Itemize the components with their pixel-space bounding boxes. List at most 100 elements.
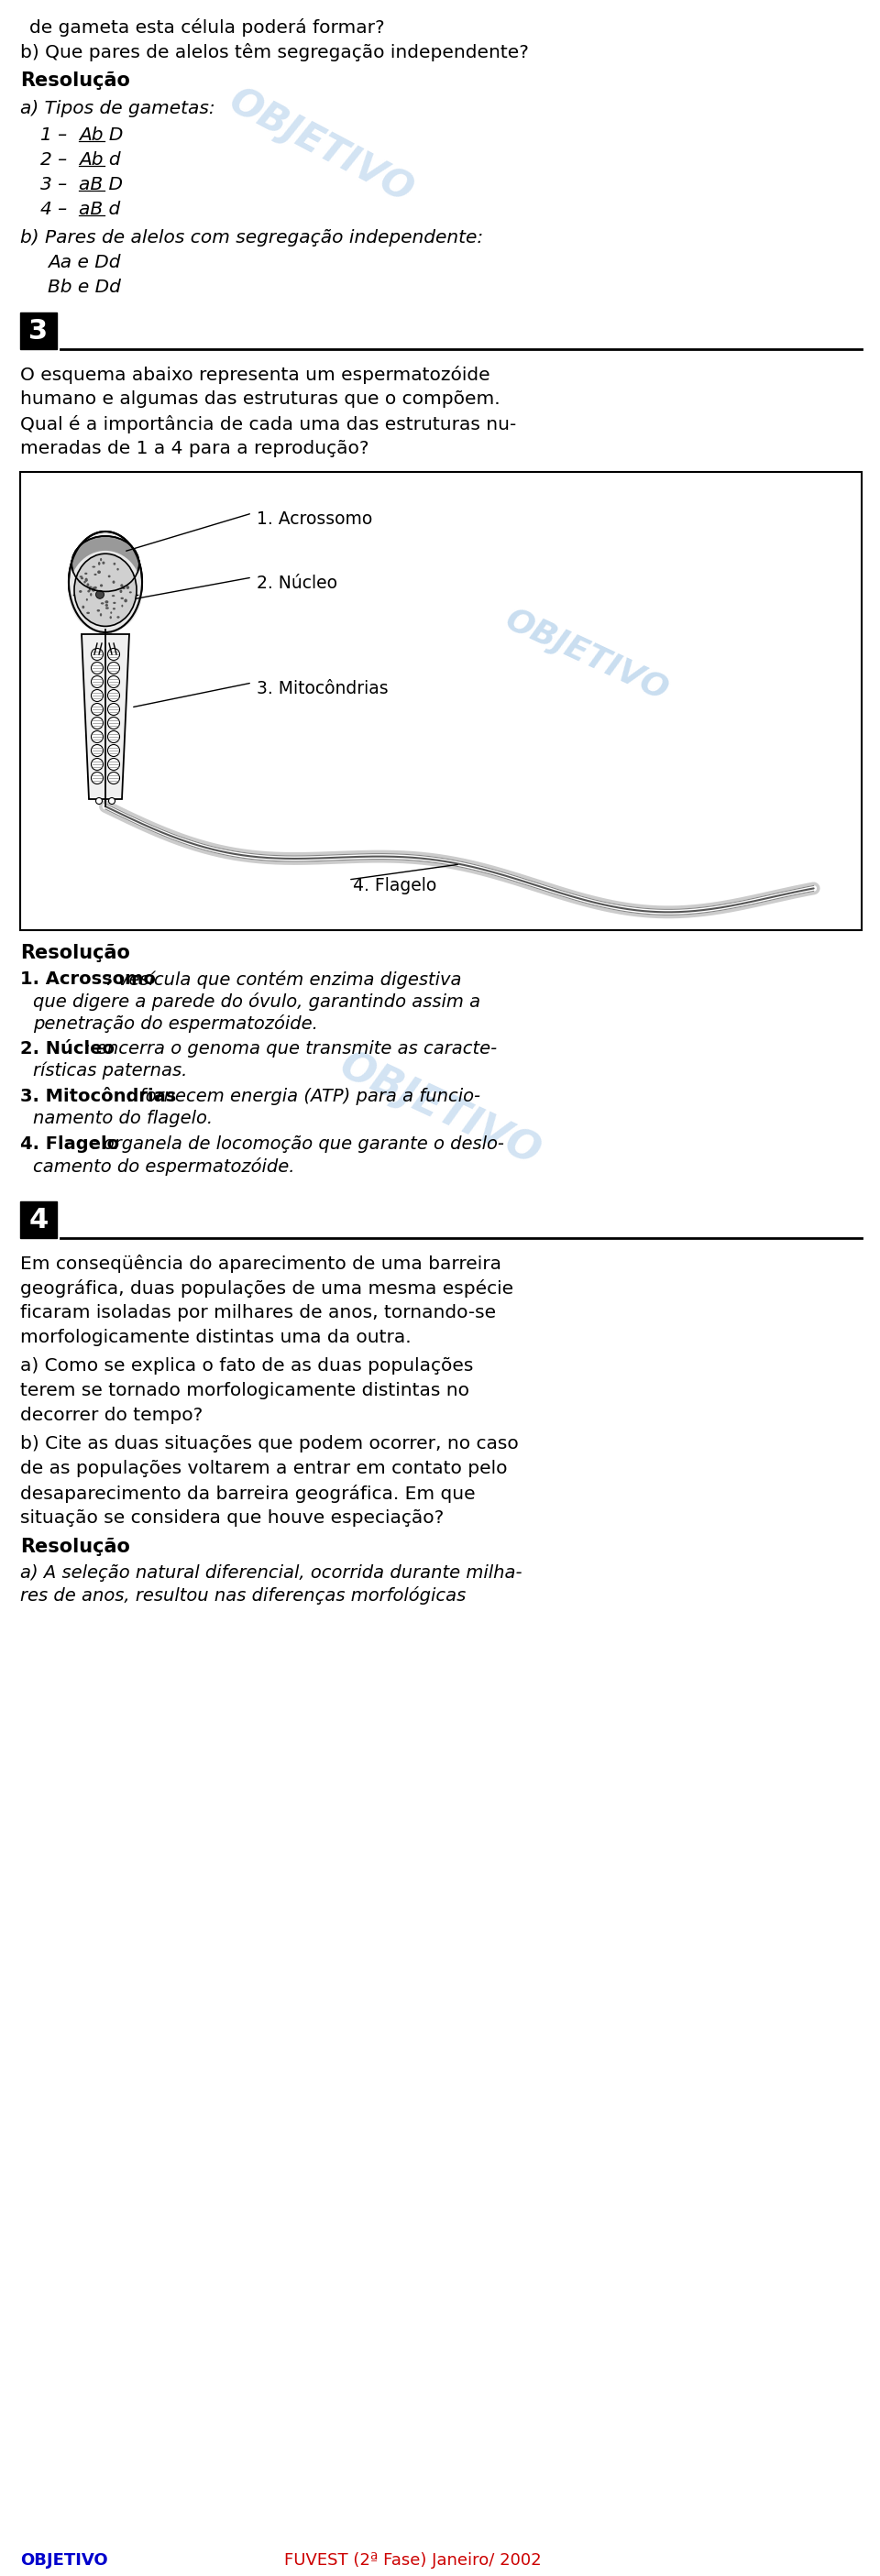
- Ellipse shape: [109, 616, 112, 618]
- Ellipse shape: [92, 675, 103, 688]
- Ellipse shape: [92, 716, 103, 729]
- Text: desaparecimento da barreira geográfica. Em que: desaparecimento da barreira geográfica. …: [20, 1484, 475, 1502]
- Text: de as populações voltarem a entrar em contato pelo: de as populações voltarem a entrar em co…: [20, 1461, 508, 1476]
- Text: FUVEST (2ª Fase) Janeiro/ 2002: FUVEST (2ª Fase) Janeiro/ 2002: [284, 2553, 541, 2568]
- Text: de gameta esta célula poderá formar?: de gameta esta célula poderá formar?: [29, 18, 385, 36]
- Ellipse shape: [107, 757, 120, 770]
- Ellipse shape: [124, 598, 128, 603]
- Ellipse shape: [79, 590, 82, 592]
- Text: a) Tipos de gametas:: a) Tipos de gametas:: [20, 100, 215, 118]
- Ellipse shape: [99, 585, 103, 587]
- Ellipse shape: [74, 554, 136, 626]
- Text: : fornecem energia (ATP) para a funcio-: : fornecem energia (ATP) para a funcio-: [128, 1087, 480, 1105]
- Polygon shape: [82, 634, 129, 799]
- Text: 3. Mitocôndrias: 3. Mitocôndrias: [20, 1087, 176, 1105]
- Ellipse shape: [105, 603, 108, 605]
- Text: 4 –: 4 –: [40, 201, 73, 219]
- Text: geográfica, duas populações de uma mesma espécie: geográfica, duas populações de uma mesma…: [20, 1280, 513, 1298]
- Text: 3 –: 3 –: [40, 175, 73, 193]
- Ellipse shape: [96, 799, 102, 804]
- Ellipse shape: [102, 562, 105, 564]
- Text: 4. Flagelo: 4. Flagelo: [20, 1136, 120, 1154]
- Text: OBJETIVO: OBJETIVO: [500, 603, 673, 706]
- Ellipse shape: [107, 703, 120, 716]
- Ellipse shape: [92, 773, 103, 783]
- Text: : organela de locomoção que garante o deslo-: : organela de locomoção que garante o de…: [92, 1136, 504, 1154]
- Text: humano e algumas das estruturas que o compõem.: humano e algumas das estruturas que o co…: [20, 392, 500, 407]
- Text: Em conseqüência do aparecimento de uma barreira: Em conseqüência do aparecimento de uma b…: [20, 1255, 502, 1273]
- Ellipse shape: [107, 773, 120, 783]
- Text: : encerra o genoma que transmite as caracte-: : encerra o genoma que transmite as cara…: [84, 1041, 497, 1059]
- Ellipse shape: [99, 613, 102, 616]
- Bar: [20, 312, 57, 350]
- Ellipse shape: [82, 605, 84, 608]
- Text: O esquema abaixo representa um espermatozóide: O esquema abaixo representa um espermato…: [20, 366, 490, 384]
- Ellipse shape: [92, 662, 103, 675]
- Ellipse shape: [107, 675, 120, 688]
- Text: Ab D: Ab D: [79, 126, 123, 144]
- Text: OBJETIVO: OBJETIVO: [222, 82, 420, 211]
- Ellipse shape: [92, 649, 103, 659]
- Ellipse shape: [92, 757, 103, 770]
- Ellipse shape: [121, 585, 123, 587]
- Text: ficaram isoladas por milhares de anos, tornando-se: ficaram isoladas por milhares de anos, t…: [20, 1303, 496, 1321]
- Text: Resolução: Resolução: [20, 72, 130, 90]
- Ellipse shape: [86, 582, 89, 587]
- Text: OBJETIVO: OBJETIVO: [20, 2553, 108, 2568]
- Ellipse shape: [107, 662, 120, 675]
- Text: a) Como se explica o fato de as duas populações: a) Como se explica o fato de as duas pop…: [20, 1358, 473, 1376]
- Text: Bb e Dd: Bb e Dd: [48, 278, 121, 296]
- Bar: [20, 471, 862, 930]
- Text: b) Pares de alelos com segregação independente:: b) Pares de alelos com segregação indepe…: [20, 229, 483, 247]
- Text: b) Cite as duas situações que podem ocorrer, no caso: b) Cite as duas situações que podem ocor…: [20, 1435, 518, 1453]
- Text: a) A seleção natural diferencial, ocorrida durante milha-: a) A seleção natural diferencial, ocorri…: [20, 1564, 522, 1582]
- Ellipse shape: [92, 732, 103, 742]
- Ellipse shape: [98, 569, 101, 574]
- Text: Aa e Dd: Aa e Dd: [48, 255, 121, 270]
- Text: 1. Acrossomo: 1. Acrossomo: [20, 971, 156, 987]
- Text: situação se considera que houve especiação?: situação se considera que houve especiaç…: [20, 1510, 444, 1528]
- Text: penetração do espermatozóide.: penetração do espermatozóide.: [33, 1015, 318, 1033]
- Text: res de anos, resultou nas diferenças morfológicas: res de anos, resultou nas diferenças mor…: [20, 1587, 466, 1605]
- Text: 4: 4: [29, 1206, 48, 1234]
- Ellipse shape: [96, 590, 104, 598]
- Ellipse shape: [92, 690, 103, 701]
- Text: 2. Núcleo: 2. Núcleo: [20, 1041, 114, 1059]
- Text: 1 –: 1 –: [40, 126, 73, 144]
- Text: 2. Núcleo: 2. Núcleo: [257, 574, 337, 592]
- Text: morfologicamente distintas uma da outra.: morfologicamente distintas uma da outra.: [20, 1329, 411, 1347]
- Ellipse shape: [92, 587, 95, 592]
- Text: Qual é a importância de cada uma das estruturas nu-: Qual é a importância de cada uma das est…: [20, 415, 517, 433]
- Text: b) Que pares de alelos têm segregação independente?: b) Que pares de alelos têm segregação in…: [20, 44, 529, 62]
- Ellipse shape: [105, 600, 108, 603]
- Text: 4. Flagelo: 4. Flagelo: [353, 876, 436, 894]
- Text: que digere a parede do óvulo, garantindo assim a: que digere a parede do óvulo, garantindo…: [33, 992, 480, 1010]
- Ellipse shape: [108, 799, 115, 804]
- Ellipse shape: [84, 577, 88, 582]
- Text: meradas de 1 a 4 para a reprodução?: meradas de 1 a 4 para a reprodução?: [20, 440, 369, 459]
- Text: Ab d: Ab d: [79, 152, 121, 167]
- Bar: [20, 1200, 57, 1239]
- Ellipse shape: [92, 703, 103, 716]
- Ellipse shape: [94, 587, 97, 590]
- Ellipse shape: [92, 587, 95, 590]
- Text: 2 –: 2 –: [40, 152, 73, 167]
- Ellipse shape: [107, 690, 120, 701]
- Text: aB d: aB d: [79, 201, 121, 219]
- Ellipse shape: [90, 592, 92, 595]
- Text: camento do espermatozóide.: camento do espermatozóide.: [33, 1157, 295, 1175]
- Ellipse shape: [126, 585, 129, 590]
- Ellipse shape: [100, 559, 102, 562]
- Ellipse shape: [107, 732, 120, 742]
- Ellipse shape: [98, 562, 100, 564]
- Text: 1. Acrossomo: 1. Acrossomo: [257, 510, 372, 528]
- Text: OBJETIVO: OBJETIVO: [334, 1046, 546, 1175]
- Ellipse shape: [71, 536, 139, 592]
- Ellipse shape: [69, 531, 142, 631]
- Text: rísticas paternas.: rísticas paternas.: [33, 1061, 187, 1079]
- Ellipse shape: [100, 595, 102, 598]
- Text: 3: 3: [29, 317, 48, 345]
- Text: : vesícula que contém enzima digestiva: : vesícula que contém enzima digestiva: [106, 971, 461, 989]
- Text: Resolução: Resolução: [20, 943, 130, 963]
- Ellipse shape: [107, 744, 120, 757]
